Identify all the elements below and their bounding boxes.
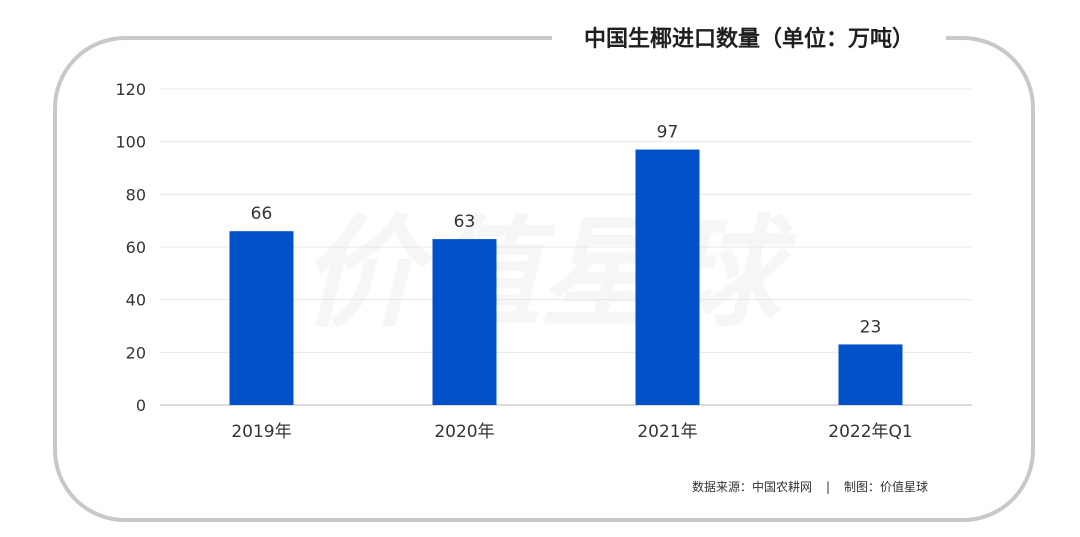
bar [432, 239, 497, 405]
bar-value-label: 97 [657, 123, 679, 143]
y-tick-label: 120 [115, 80, 146, 99]
bar-value-label: 23 [860, 317, 882, 337]
frame-border [53, 36, 1035, 522]
bar [635, 149, 700, 405]
y-tick-label: 0 [136, 396, 146, 415]
title-background [552, 18, 946, 58]
y-tick-label: 80 [126, 185, 146, 204]
data-source: 数据来源：中国农耕网 [692, 479, 812, 494]
y-axis-ticks: 0 20 40 60 80 100 120 [115, 80, 146, 415]
y-tick-label: 40 [126, 291, 146, 310]
footer-separator: | [826, 480, 830, 494]
bar-value-label: 63 [454, 212, 476, 232]
data-labels: 66 63 97 23 [251, 123, 882, 338]
x-category-label: 2020年 [434, 422, 494, 442]
grid-lines [160, 88, 972, 406]
y-tick-label: 20 [126, 343, 146, 362]
bars [229, 149, 903, 405]
y-tick-label: 100 [115, 133, 146, 152]
bar [229, 231, 294, 405]
x-category-label: 2022年Q1 [828, 422, 912, 442]
x-category-label: 2021年 [637, 422, 697, 442]
bar-value-label: 66 [251, 204, 273, 224]
watermark: 价值星球 [300, 205, 798, 344]
y-tick-label: 60 [126, 238, 146, 257]
x-axis-categories: 2019年 2020年 2021年 2022年Q1 [231, 422, 912, 442]
x-category-label: 2019年 [231, 422, 291, 442]
chart-credit: 制图：价值星球 [844, 479, 928, 494]
bar [838, 344, 903, 405]
chart-title: 中国生椰进口数量（单位：万吨） [584, 26, 914, 52]
